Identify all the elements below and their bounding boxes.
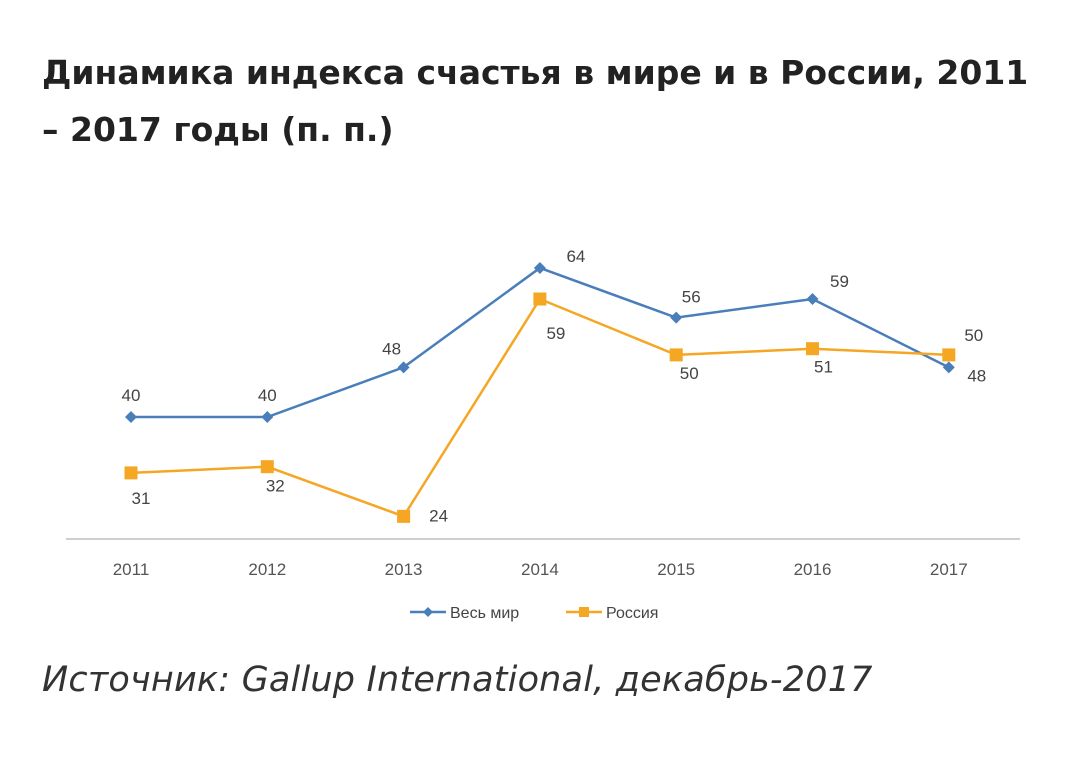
series-markers — [124, 261, 956, 523]
data-label: 32 — [266, 477, 285, 496]
data-label: 48 — [382, 339, 401, 358]
x-axis: 2011 2012 2013 2014 2015 2016 2017 — [66, 538, 1020, 579]
data-label: 50 — [964, 326, 983, 345]
data-point — [806, 342, 819, 356]
data-point — [942, 348, 956, 362]
x-tick-label: 2017 — [930, 560, 968, 579]
data-label: 50 — [680, 364, 699, 383]
chart-area: 2011 2012 2013 2014 2015 2016 2017 40 40 48 64 56 5… — [36, 196, 1040, 646]
data-point — [397, 509, 411, 523]
data-point — [261, 411, 274, 423]
data-label: 64 — [566, 247, 585, 266]
data-label: 56 — [682, 288, 701, 307]
data-point — [670, 311, 683, 324]
data-point — [806, 293, 819, 306]
chart-title: Динамика индекса счастья в мире и в Росс… — [42, 53, 1029, 149]
data-label: 48 — [967, 366, 986, 385]
data-label: 31 — [132, 489, 151, 508]
legend: Весь мир Россия — [410, 605, 658, 622]
series-line — [130, 297, 949, 518]
x-tick-label: 2016 — [794, 560, 832, 579]
series-line — [131, 266, 950, 419]
data-label: 59 — [546, 324, 565, 343]
legend-marker — [423, 607, 433, 617]
data-point — [533, 261, 546, 274]
x-tick-label: 2012 — [248, 560, 286, 579]
x-tick-label: 2013 — [385, 560, 423, 579]
data-label: 51 — [814, 358, 833, 377]
data-point — [669, 348, 683, 362]
data-label: 40 — [258, 386, 277, 405]
legend-label: Весь мир — [450, 605, 519, 622]
data-label: 40 — [122, 386, 141, 405]
line-chart: 2011 2012 2013 2014 2015 2016 2017 40 40 48 64 56 5… — [66, 247, 1020, 622]
data-labels: 40 40 48 64 56 59 48 31 32 24 59 50 51 50 — [122, 247, 987, 525]
data-label: 24 — [429, 506, 448, 525]
data-point — [942, 361, 955, 374]
legend-marker — [579, 607, 589, 617]
data-point — [124, 466, 138, 480]
data-point — [125, 411, 137, 423]
x-tick-label: 2014 — [521, 560, 559, 579]
source-note: Источник: Gallup International, декабрь-… — [42, 660, 873, 700]
data-point — [260, 460, 274, 474]
data-point — [533, 292, 547, 306]
data-point — [397, 361, 410, 374]
x-tick-label: 2011 — [113, 560, 150, 579]
legend-label: Россия — [606, 605, 658, 622]
x-tick-label: 2015 — [657, 560, 695, 579]
data-label: 59 — [830, 272, 849, 291]
